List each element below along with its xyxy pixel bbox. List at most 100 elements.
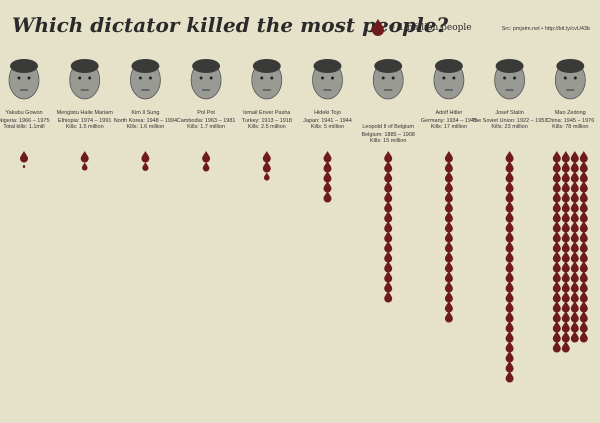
dictator-name: Hideki Tojo <box>314 110 341 116</box>
drop <box>561 251 570 263</box>
portrait-eye <box>88 76 92 80</box>
drop <box>505 371 514 383</box>
drop <box>579 301 588 313</box>
dictator-detail: Nigeria: 1966 – 1975 <box>0 118 50 124</box>
portrait-hair <box>131 59 160 73</box>
portrait-eye <box>331 76 334 80</box>
drop <box>570 261 579 273</box>
drop <box>384 261 393 273</box>
drop <box>579 281 588 293</box>
portrait-hair <box>374 59 403 73</box>
dictator-name: Josef Stalin <box>495 110 523 116</box>
drop <box>262 161 271 173</box>
drop <box>323 181 332 193</box>
portrait-eye <box>260 76 264 80</box>
portrait-eye <box>199 76 203 80</box>
drop <box>444 211 453 223</box>
drop <box>384 191 393 203</box>
drop <box>561 301 570 313</box>
chart-title: Which dictator killed the most people? <box>12 13 448 37</box>
drop <box>579 231 588 243</box>
legend-label: = 1 million people <box>388 23 472 33</box>
kills-label: Kills: 17 million <box>431 124 467 130</box>
drop <box>552 171 561 183</box>
drop <box>384 171 393 183</box>
drop <box>561 261 570 273</box>
drop <box>202 161 210 172</box>
drop <box>561 311 570 323</box>
drop <box>202 151 211 163</box>
dictator-name: Leopold II of Belgium <box>362 124 414 130</box>
dictator-detail: North Korea: 1948 – 1994 <box>114 118 177 124</box>
portrait-eye <box>17 76 21 80</box>
drop <box>323 161 332 173</box>
dictator-name: Kim Il Sung <box>131 110 159 116</box>
drop <box>570 311 579 323</box>
drop <box>142 162 149 172</box>
drop <box>505 281 514 293</box>
portrait-hair <box>192 59 221 73</box>
drop <box>384 291 393 303</box>
drop <box>579 191 588 203</box>
drop <box>552 191 561 203</box>
drop <box>505 361 514 373</box>
kills-label: Kills: 5 million <box>311 124 344 130</box>
portrait-hair <box>70 59 99 73</box>
drop <box>384 211 393 223</box>
drop <box>561 181 570 193</box>
dictator-detail: Japan: 1941 – 1944 <box>303 118 352 124</box>
drop <box>505 341 514 353</box>
drop <box>570 171 579 183</box>
dictator-name: Mengistu Haile Mariam <box>57 110 114 116</box>
portrait-eye <box>452 76 456 80</box>
source: Src: pmjstm.net • http://bit.ly/cvU43b <box>502 26 590 32</box>
drop <box>505 311 514 323</box>
portrait-eye <box>503 76 507 80</box>
drop <box>444 281 453 293</box>
dictator-name: Yakubu Gowon <box>5 110 42 116</box>
portrait-eye <box>321 76 324 80</box>
drop <box>505 211 514 223</box>
drop <box>384 221 393 233</box>
drop <box>323 151 332 163</box>
drop <box>561 191 570 203</box>
drop <box>444 241 453 253</box>
drop <box>579 171 588 183</box>
drop <box>81 162 88 171</box>
drop <box>579 271 588 283</box>
drop <box>579 311 588 323</box>
drop <box>323 171 332 183</box>
drop <box>444 261 453 273</box>
drop <box>263 172 270 181</box>
portrait-eye <box>381 76 385 80</box>
drop <box>444 221 453 233</box>
drop <box>552 221 561 233</box>
drop <box>80 151 89 163</box>
kills-label: Kills: 1.7 million <box>187 124 225 130</box>
dictator-detail: Germany: 1934 – 1945 <box>421 118 477 124</box>
drop <box>561 211 570 223</box>
dictator-name: Ismail Enver Pasha <box>243 110 291 116</box>
drop <box>570 201 579 213</box>
portrait-eye <box>270 76 274 80</box>
drop <box>570 221 579 233</box>
drop <box>552 281 561 293</box>
drop <box>570 181 579 193</box>
drop <box>22 164 26 169</box>
drop <box>384 251 393 263</box>
drop <box>552 201 561 213</box>
kills-label: Kills: 78 million <box>552 124 588 130</box>
portrait-eye <box>391 76 395 80</box>
drop <box>579 181 588 193</box>
drop <box>552 311 561 323</box>
drop <box>561 171 570 183</box>
drop <box>505 301 514 313</box>
drop <box>579 331 588 343</box>
drop <box>561 291 570 303</box>
drop <box>552 291 561 303</box>
drop <box>570 301 579 313</box>
dictator-detail: The Soviet Union: 1922 – 1953 <box>472 118 548 124</box>
drop <box>444 201 453 213</box>
portrait-hair <box>252 59 281 73</box>
portrait-eye <box>573 76 577 80</box>
